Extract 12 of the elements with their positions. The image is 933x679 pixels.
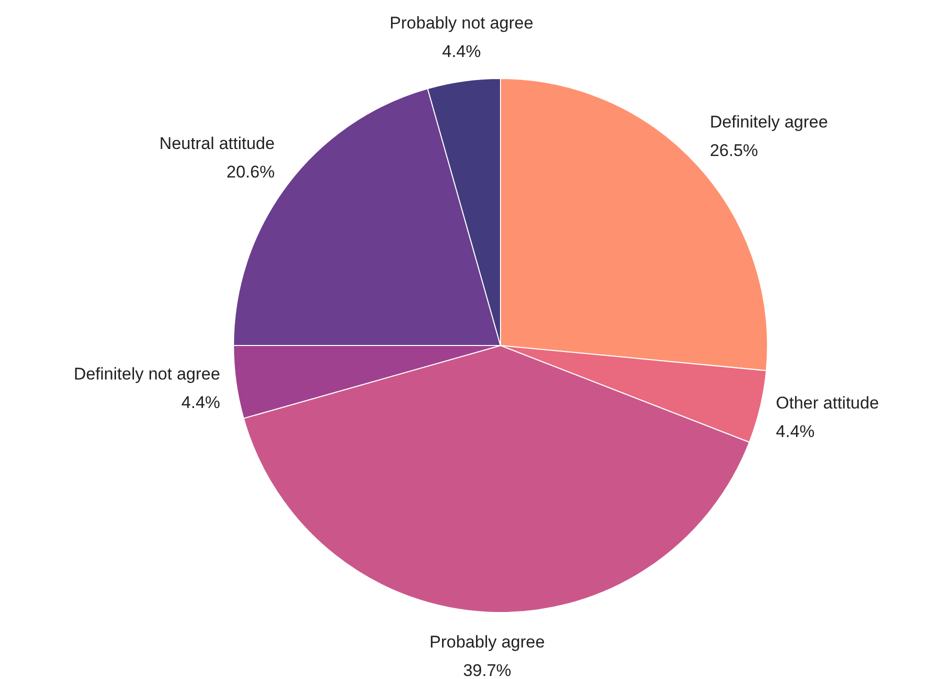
data-label: 4.4% (442, 42, 481, 62)
slice-label: Probably not agree (390, 14, 534, 33)
data-label: 4.4% (776, 422, 815, 441)
slice-label: Neutral attitude (159, 134, 275, 154)
slice-label: Probably agree (430, 632, 545, 652)
data-label: 20.6% (226, 162, 275, 182)
slice-label: Definitely not agree (74, 364, 220, 384)
slice-label: Definitely agree (710, 112, 828, 132)
slice-label: Other attitude (776, 393, 879, 412)
data-label: 39.7% (463, 660, 512, 679)
data-label: 4.4% (181, 393, 220, 412)
data-label: 26.5% (710, 140, 758, 160)
